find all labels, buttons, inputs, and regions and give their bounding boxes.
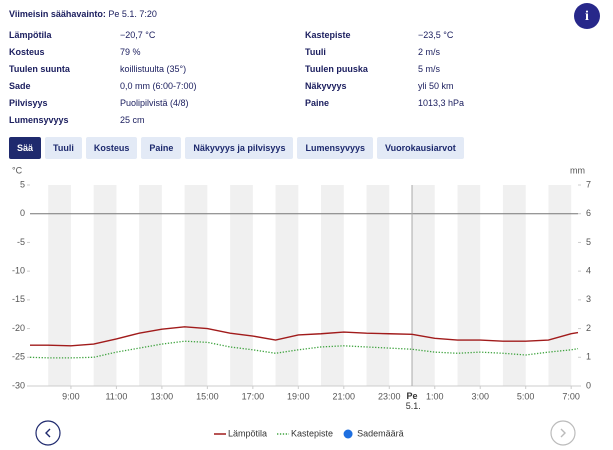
observation-label: Tuuli xyxy=(305,47,326,57)
legend-label: Kastepiste xyxy=(291,428,333,438)
x-tick-label: Pe 5.1. xyxy=(403,391,421,411)
y2-tick-label: 0 xyxy=(586,380,591,390)
legend-label: Sademäärä xyxy=(357,428,404,438)
y-tick-label: -30 xyxy=(12,380,25,390)
tab[interactable]: Sää xyxy=(9,137,42,159)
y2-tick-label: 6 xyxy=(586,208,591,218)
y-tick-label: -25 xyxy=(12,352,25,362)
observation-label: Näkyvyys xyxy=(305,81,347,91)
x-tick-label: 1:00 xyxy=(426,391,444,401)
x-tick-label: 21:00 xyxy=(333,391,356,401)
header-time: Pe 5.1. 7:20 xyxy=(108,9,157,19)
y-tick-label: -20 xyxy=(12,323,25,333)
tab[interactable]: Lumensyvyys xyxy=(297,137,373,159)
y-tick-label: 0 xyxy=(20,208,25,218)
observation-label: Sade xyxy=(9,81,31,91)
x-tick-label: 3:00 xyxy=(471,391,489,401)
y-axis-unit: °C xyxy=(12,165,23,175)
x-tick-label: 11:00 xyxy=(105,391,127,401)
observation-label: Kastepiste xyxy=(305,30,351,40)
observation-value: 2 m/s xyxy=(418,47,441,57)
x-tick-label: 5:00 xyxy=(517,391,535,401)
prev-icon xyxy=(45,428,51,438)
legend-item[interactable]: Sademäärä xyxy=(343,428,404,439)
tab[interactable]: Vuorokausiarvot xyxy=(377,137,464,159)
series-line xyxy=(30,326,579,347)
next-button[interactable] xyxy=(550,420,576,446)
tab[interactable]: Kosteus xyxy=(85,137,138,159)
series-line xyxy=(29,340,579,359)
observation-label: Tuulen suunta xyxy=(9,64,70,74)
observation-value: 79 % xyxy=(120,47,141,57)
prev-button[interactable] xyxy=(35,420,61,446)
y2-tick-label: 4 xyxy=(586,266,591,276)
y2-tick-label: 2 xyxy=(586,323,591,333)
x-tick-label: 9:00 xyxy=(62,391,80,401)
y-tick-label: 5 xyxy=(20,179,25,189)
x-tick-label-part: Pe xyxy=(407,391,418,401)
observation-label: Kosteus xyxy=(9,47,45,57)
y2-tick-label: 7 xyxy=(586,179,591,189)
observation-label: Pilvisyys xyxy=(9,98,48,108)
tab[interactable]: Tuuli xyxy=(45,137,82,159)
hour-stripe xyxy=(230,185,253,386)
x-tick-label: 19:00 xyxy=(287,391,310,401)
observation-value: yli 50 km xyxy=(418,81,454,91)
observation-value: 0,0 mm (6:00-7:00) xyxy=(120,81,197,91)
x-tick-label: 17:00 xyxy=(242,391,265,401)
observation-label: Paine xyxy=(305,98,330,108)
hour-stripe xyxy=(321,185,344,386)
hour-stripe xyxy=(93,185,117,386)
hour-stripe xyxy=(184,185,208,386)
observation-value: 25 cm xyxy=(120,115,145,125)
hour-stripe xyxy=(502,185,526,386)
legend-item[interactable]: Lämpötila xyxy=(214,428,267,438)
legend-swatch xyxy=(343,429,353,439)
hour-stripe xyxy=(275,185,299,386)
info-button[interactable] xyxy=(574,3,600,29)
observation-value: −23,5 °C xyxy=(418,30,454,40)
legend-label: Lämpötila xyxy=(228,428,267,438)
tab[interactable]: Näkyvyys ja pilvisyys xyxy=(185,137,294,159)
x-tick-label-part: 5.1. xyxy=(403,401,421,411)
observation-value: Puolipilvistä (4/8) xyxy=(120,98,189,108)
info-icon: i xyxy=(585,9,589,24)
observation-value: 5 m/s xyxy=(418,64,441,74)
tab[interactable]: Paine xyxy=(141,137,182,159)
observation-label: Lämpötila xyxy=(9,30,52,40)
y2-tick-label: 3 xyxy=(586,294,591,304)
hour-stripe xyxy=(139,185,162,386)
y-tick-label: -5 xyxy=(17,237,25,247)
observation-value: koillistuulta (35°) xyxy=(120,64,187,74)
next-icon xyxy=(560,428,566,438)
x-tick-label: 13:00 xyxy=(151,391,174,401)
hour-stripe xyxy=(48,185,71,386)
header-label: Viimeisin säähavainto: xyxy=(9,9,106,19)
observation-value: −20,7 °C xyxy=(120,30,156,40)
y2-tick-label: 5 xyxy=(586,237,591,247)
hour-stripe xyxy=(457,185,481,386)
hour-stripe xyxy=(548,185,572,386)
observation-label: Lumensyvyys xyxy=(9,115,69,125)
hour-stripe xyxy=(366,185,390,386)
x-tick-label: 7:00 xyxy=(562,391,580,401)
x-tick-label: 23:00 xyxy=(378,391,401,401)
hour-stripe xyxy=(412,185,435,386)
hour-stripes xyxy=(48,185,572,386)
legend-item[interactable]: Kastepiste xyxy=(277,428,333,438)
observation-value: 1013,3 hPa xyxy=(418,98,465,108)
header: Viimeisin säähavainto: Pe 5.1. 7:20 xyxy=(9,9,157,19)
observation-label: Tuulen puuska xyxy=(305,64,368,74)
y-tick-label: -15 xyxy=(12,294,25,304)
y2-axis-unit: mm xyxy=(570,165,585,175)
tabs: Sää Tuuli Kosteus Paine Näkyvyys ja pilvisyy… xyxy=(9,137,464,159)
x-tick-label: 15:00 xyxy=(196,391,219,401)
y2-tick-label: 1 xyxy=(586,352,591,362)
y-tick-label: -10 xyxy=(12,266,25,276)
